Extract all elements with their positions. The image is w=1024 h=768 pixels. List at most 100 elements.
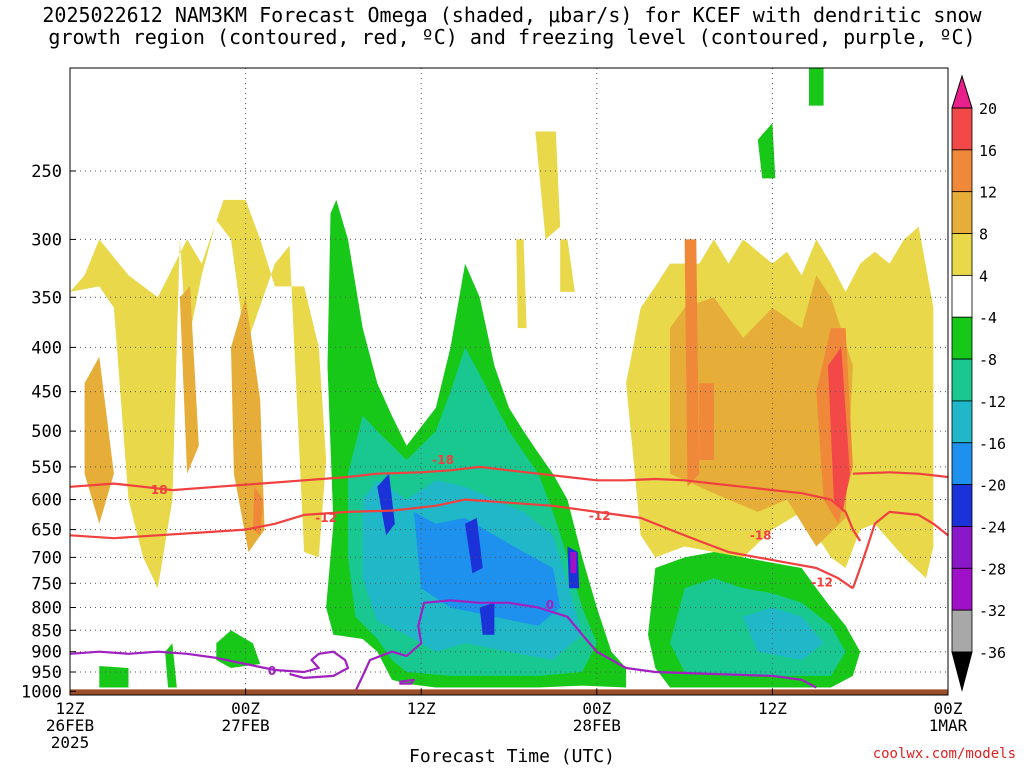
contour-line [70,498,854,590]
colorbar-label: 4 [979,267,988,285]
colorbar-label: -4 [979,309,997,327]
colorbar-label: -36 [979,644,1006,662]
colorbar-bin [951,149,973,193]
x-tick-label: 1MAR [929,716,968,735]
y-tick-label: 400 [31,338,62,358]
colorbar-bottom-arrow [951,651,973,692]
colorbar-label: -16 [979,435,1006,453]
omega-region [84,356,114,524]
colorbar-bin [951,526,973,569]
omega-region [809,68,824,106]
y-tick-label: 650 [31,521,62,541]
omega-region [70,199,327,589]
contour-label: 0 [268,664,276,678]
y-tick-label: 600 [31,491,62,511]
y-tick-label: 550 [31,458,62,478]
contour-label: -18 [432,453,454,467]
omega-region [377,473,395,536]
omega-region [231,297,265,552]
colorbar-label: -24 [979,518,1006,536]
contour-line [399,678,415,685]
colorbar-label: 20 [979,100,997,118]
colorbar-label: 16 [979,142,997,160]
colorbar-bin [951,191,973,234]
colorbar-bin [951,274,973,318]
y-tick-label: 800 [31,599,62,619]
omega-region [570,552,577,574]
x-tick-label: 26FEB [46,716,94,735]
terrain [70,689,948,695]
omega-region [465,517,483,574]
colorbar-label: -32 [979,602,1006,620]
omega-region [560,239,575,292]
title-line-2: growth region (contoured, red, ºC) and f… [48,25,976,49]
colorbar-bin [951,107,973,151]
colorbar-label: -8 [979,351,997,369]
colorbar-bin [951,484,973,527]
y-tick-label: 450 [31,383,62,403]
contour-line [70,465,862,542]
contour-line [70,650,350,679]
x-tick-label: 27FEB [222,716,270,735]
x-axis-title: Forecast Time (UTC) [409,746,615,767]
omega-region [699,383,714,460]
colorbar-bin [951,233,973,276]
y-tick-label: 850 [31,621,62,641]
omega-region [252,486,264,536]
y-tick-label: 350 [31,288,62,308]
x-tick-label: 12Z [407,699,436,718]
omega-region [165,643,177,688]
x-tick-label: 00Z [582,699,611,718]
x-tick-label: 28FEB [573,716,621,735]
omega-region [684,239,700,487]
x-tick-label: 2025 [51,733,90,752]
y-tick-label: 500 [31,422,62,442]
colorbar-label: 12 [979,184,997,202]
y-tick-label: 750 [31,574,62,594]
contour-label: -12 [315,511,337,525]
credit-link[interactable]: coolwx.com/models [872,746,1016,762]
contour-line [851,510,948,589]
colorbar-bin [951,358,973,402]
omega-region [99,666,129,688]
colorbar-label: 8 [979,226,988,244]
y-tick-label: 950 [31,663,62,683]
x-tick-label: 00Z [934,699,963,718]
title-line-1: 2025022612 NAM3KM Forecast Omega (shaded… [42,3,982,27]
axes: 2503003504004505005506006507007508008509… [21,67,968,752]
colorbar-top-arrow [951,74,973,109]
omega-region [828,347,850,512]
colorbar-label: -20 [979,477,1006,495]
colorbar-bin [951,442,973,486]
contour-label: 18 [151,483,168,497]
omega-region [216,630,261,668]
colorbar-bin [951,609,973,653]
x-tick-label: 12Z [56,699,85,718]
plot-frame [69,67,949,696]
y-tick-label: 300 [31,230,62,250]
y-tick-label: 900 [31,643,62,663]
omega-region [179,286,199,474]
colorbar-label: -28 [979,560,1006,578]
contour-line [852,471,948,479]
colorbar: 20 16 12 8 4 -4 -8 -12 -16 -20 -24 -28 -32 -36 [951,74,1006,692]
contour-label: -18 [750,528,772,542]
colorbar-bin [951,567,973,611]
contour-label: -12 [589,509,611,523]
colorbar-label: -12 [979,393,1006,411]
colorbar-bin [951,400,973,444]
x-tick-label: 12Z [758,699,787,718]
omega-shading [70,68,934,688]
colorbar-bin [951,316,973,360]
y-tick-label: 1000 [21,682,62,702]
omega-region [757,123,776,179]
chart-title: 2025022612 NAM3KM Forecast Omega (shaded… [0,4,1024,48]
omega-region [670,275,853,547]
contour-label: -12 [811,575,833,589]
y-tick-label: 700 [31,548,62,568]
contour-line [354,599,817,692]
omega-region [516,239,527,329]
omega-region [479,602,495,635]
contours: 18 -18 -12 -12 -18 -12 0 0 [70,453,948,692]
